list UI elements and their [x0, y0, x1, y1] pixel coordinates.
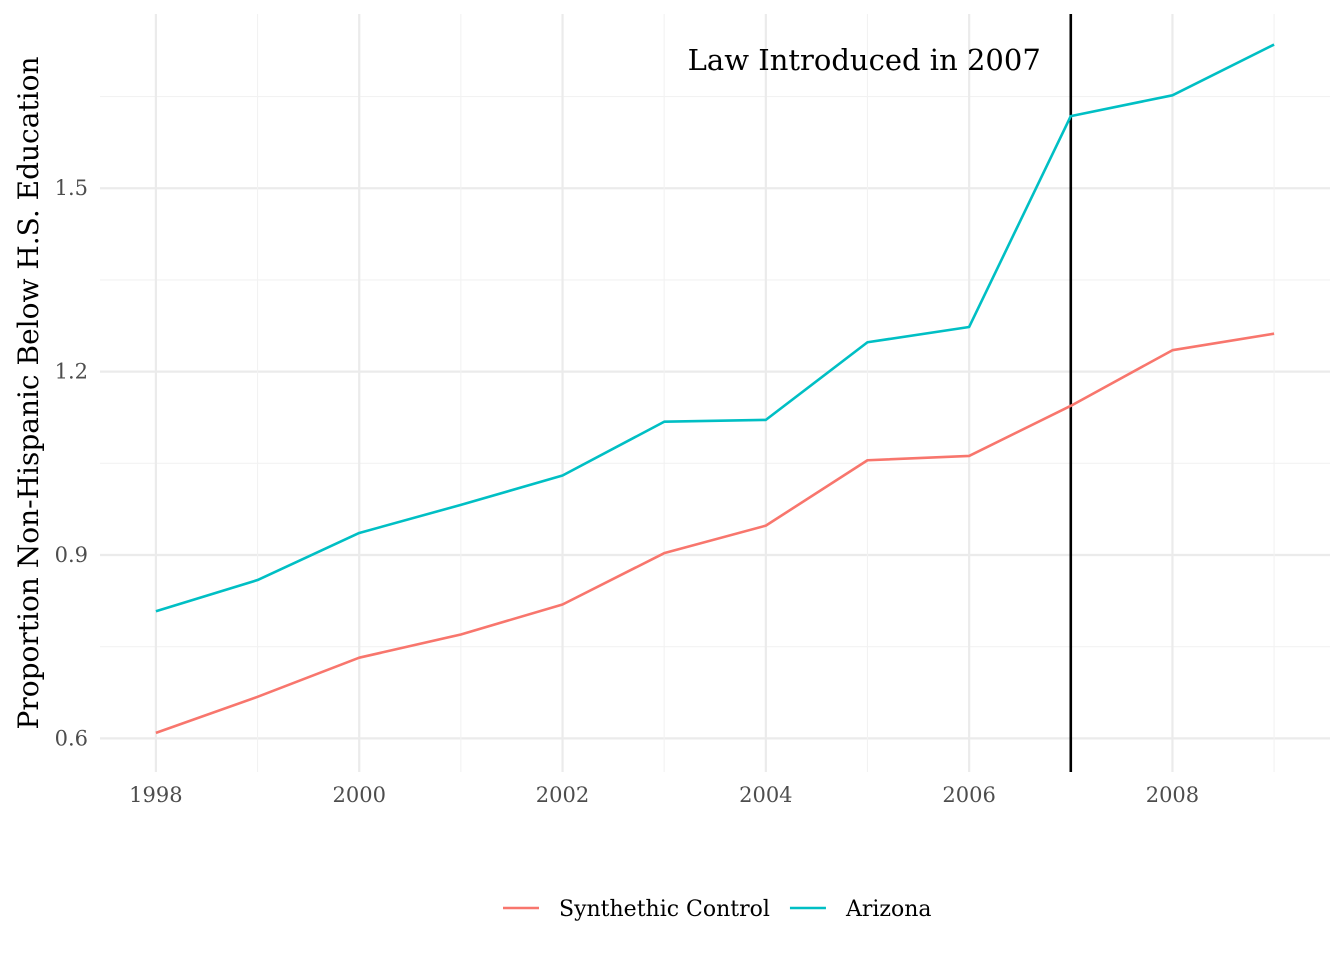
y-tick-label: 1.5 [55, 176, 88, 200]
legend-label-0: Synthethic Control [559, 897, 770, 922]
y-tick-label: 1.2 [55, 360, 88, 384]
grid [100, 14, 1330, 772]
series-line-0 [155, 332, 1275, 735]
x-axis-ticks: 1998 2000 2002 2004 2006 2008 [129, 783, 1199, 807]
y-tick-label: 0.9 [55, 543, 88, 567]
y-axis-ticks: 0.6 0.9 1.2 1.5 [55, 176, 88, 750]
x-tick-label: 2004 [739, 783, 792, 807]
series-layer [155, 43, 1275, 735]
y-axis-title: Proportion Non-Hispanic Below H.S. Educa… [12, 56, 45, 729]
x-tick-label: 2000 [332, 783, 385, 807]
x-tick-label: 2002 [536, 783, 589, 807]
series-line-1 [155, 43, 1275, 613]
x-tick-label: 1998 [129, 783, 182, 807]
legend-label-1: Arizona [845, 897, 932, 922]
x-tick-label: 2008 [1146, 783, 1199, 807]
y-tick-label: 0.6 [55, 726, 88, 750]
x-tick-label: 2006 [942, 783, 995, 807]
legend: Synthethic Control Arizona [503, 897, 932, 922]
annotation-text: Law Introduced in 2007 [688, 43, 1041, 77]
